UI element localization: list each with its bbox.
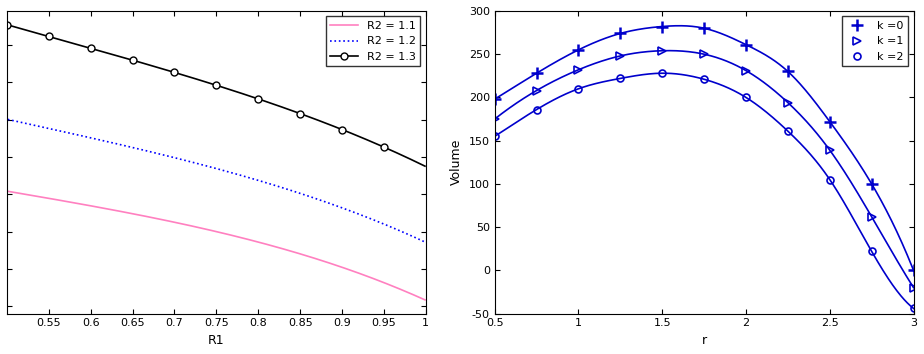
k =2	[866, 249, 877, 253]
k =1	[573, 68, 584, 72]
k =1	[740, 68, 751, 73]
k =0	[740, 42, 751, 47]
Line: k =0: k =0	[489, 21, 919, 276]
k =2	[489, 134, 500, 138]
k =0	[614, 31, 626, 35]
k =0	[699, 26, 710, 30]
k =2	[824, 177, 835, 182]
k =2	[614, 76, 626, 80]
Line: k =1: k =1	[491, 47, 918, 292]
k =0	[824, 120, 835, 124]
k =1	[866, 215, 877, 219]
k =1	[783, 101, 794, 105]
k =1	[908, 286, 919, 290]
k =0	[866, 182, 877, 186]
Y-axis label: Volume: Volume	[450, 139, 463, 185]
k =0	[908, 268, 919, 273]
k =1	[824, 148, 835, 152]
k =0	[783, 69, 794, 74]
k =2	[740, 95, 751, 99]
k =0	[573, 48, 584, 52]
X-axis label: r: r	[701, 334, 707, 347]
k =1	[489, 117, 500, 121]
k =2	[657, 71, 668, 75]
k =0	[489, 97, 500, 101]
k =1	[531, 88, 542, 93]
k =2	[783, 129, 794, 133]
Legend: k =0, k =1, k =2: k =0, k =1, k =2	[842, 17, 908, 67]
Legend: R2 = 1.1, R2 = 1.2, R2 = 1.3: R2 = 1.1, R2 = 1.2, R2 = 1.3	[325, 17, 420, 67]
k =2	[699, 77, 710, 81]
k =1	[699, 52, 710, 56]
k =0	[657, 24, 668, 29]
k =2	[531, 107, 542, 112]
k =2	[573, 87, 584, 91]
Line: k =2: k =2	[492, 70, 917, 312]
k =1	[657, 48, 668, 53]
k =1	[614, 54, 626, 58]
X-axis label: R1: R1	[208, 334, 225, 347]
k =0	[531, 71, 542, 75]
k =2	[908, 306, 919, 310]
